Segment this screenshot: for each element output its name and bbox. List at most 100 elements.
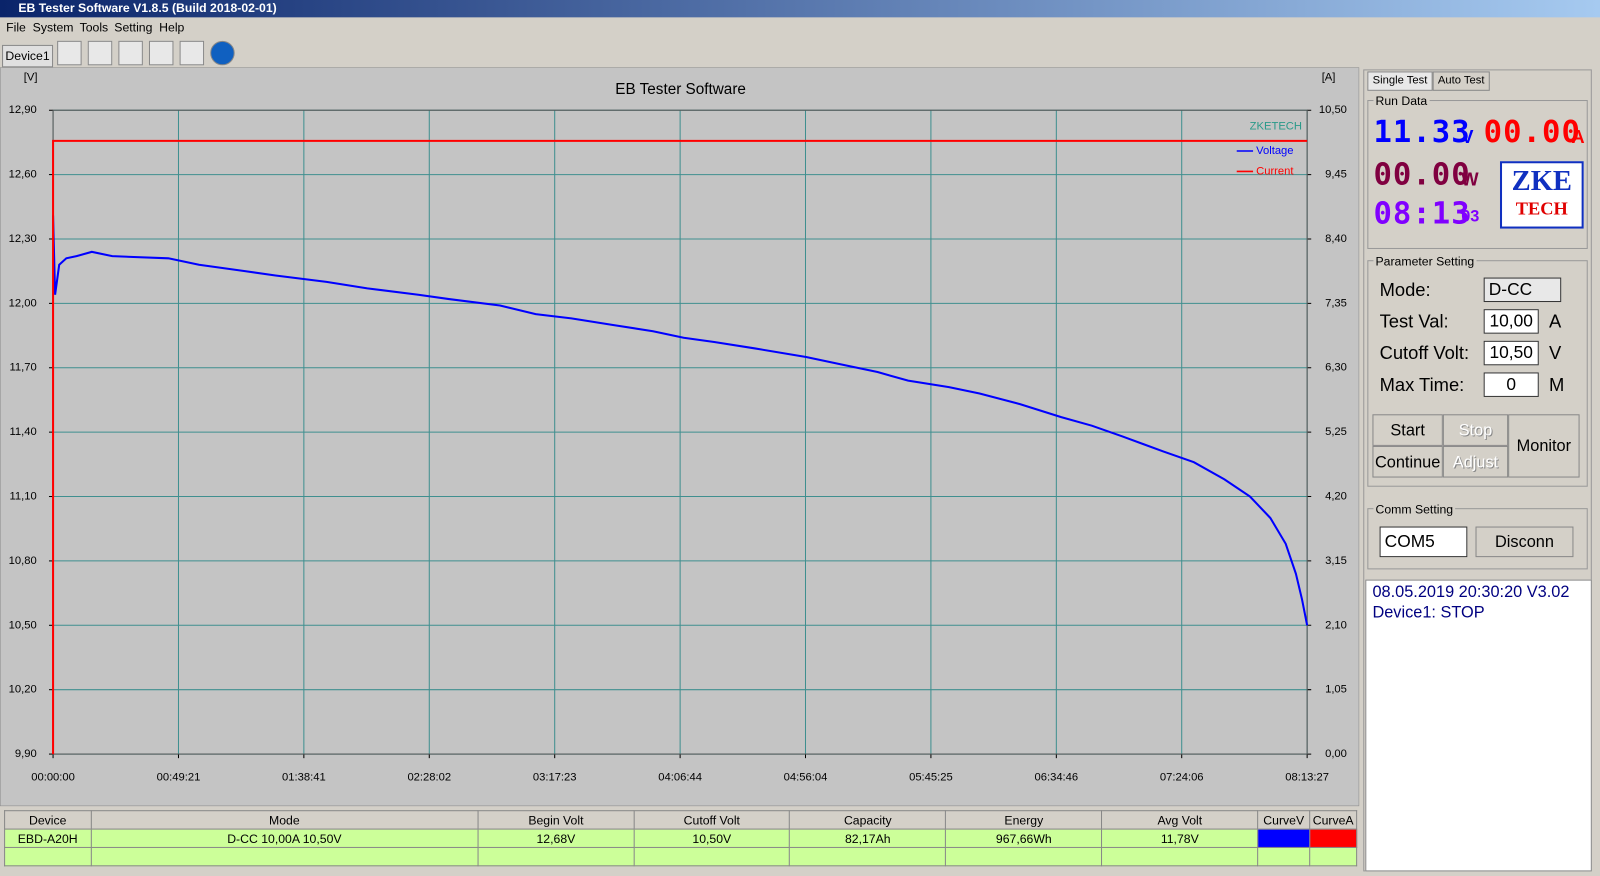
table-cell: 82,17Ah <box>789 828 947 848</box>
empty-cell <box>4 846 92 867</box>
y2-tick-label: 3,15 <box>1325 555 1347 567</box>
menu-item[interactable]: File <box>6 20 26 35</box>
device-tab[interactable]: Device1 <box>2 44 54 68</box>
group-title: Comm Setting <box>1373 502 1456 517</box>
table-cell: 967,66Wh <box>945 828 1103 848</box>
button[interactable]: Start <box>1372 414 1443 446</box>
group-box <box>1367 508 1588 570</box>
param-label: Test Val: <box>1379 311 1449 332</box>
menu-item[interactable]: System <box>32 20 74 35</box>
x-tick-label: 00:49:21 <box>157 772 201 784</box>
x-tick-label: 04:56:04 <box>784 772 828 784</box>
display-unit: A <box>1571 126 1585 147</box>
table-cell: EBD-A20H <box>4 828 92 848</box>
display-value: 11.33 <box>1373 114 1471 150</box>
x-tick-label: 04:06:44 <box>658 772 702 784</box>
empty-cell <box>945 846 1103 867</box>
display-value: 08:13 <box>1373 195 1471 232</box>
empty-cell <box>1257 846 1311 867</box>
table-header: Cutoff Volt <box>633 810 791 830</box>
tab[interactable]: Single Test <box>1367 71 1433 91</box>
y-tick-label: 10,50 <box>9 619 37 631</box>
y2-tick-label: 10,50 <box>1319 104 1347 116</box>
param-input[interactable]: 10,00 <box>1483 309 1539 334</box>
y2-tick-label: 8,40 <box>1325 233 1347 245</box>
display-unit: W <box>1461 169 1479 190</box>
empty-cell <box>633 846 791 867</box>
tools-icon[interactable] <box>148 40 174 66</box>
logo: ZKE TECH <box>1499 161 1584 229</box>
x-tick-label: 06:34:46 <box>1034 772 1078 784</box>
y2-tick-label: 2,10 <box>1325 619 1347 631</box>
table-cell: 10,50V <box>633 828 791 848</box>
x-tick-label: 05:45:25 <box>909 772 953 784</box>
result-table: Device Mode Begin Volt Cutoff Volt Capacity E… <box>4 810 1358 867</box>
logo-line: ZKE <box>1511 165 1572 197</box>
y2-tick-label: 7,35 <box>1325 297 1347 309</box>
x-tick-label: 01:38:41 <box>282 772 326 784</box>
param-input[interactable]: 0 <box>1483 372 1539 397</box>
group-box <box>1367 99 1588 249</box>
table-header: Mode <box>90 810 479 830</box>
menu-item[interactable]: Help <box>159 20 185 35</box>
chart-title: EB Tester Software <box>615 81 746 98</box>
tab[interactable]: Auto Test <box>1432 71 1490 91</box>
empty-cell <box>1309 846 1358 867</box>
y-tick-label: 12,30 <box>9 233 37 245</box>
y2-tick-label: 9,45 <box>1325 169 1347 181</box>
param-label: Max Time: <box>1379 374 1465 395</box>
menu-item[interactable]: Setting <box>114 20 153 35</box>
button[interactable]: Continue <box>1372 445 1443 478</box>
group-title: Run Data <box>1373 93 1430 109</box>
curve-color <box>1257 828 1311 848</box>
button[interactable]: Monitor <box>1508 414 1580 478</box>
button[interactable]: Stop <box>1442 414 1509 446</box>
chart-icon[interactable] <box>118 40 143 66</box>
save-icon[interactable] <box>87 40 113 66</box>
y2-axis-label: [A] <box>1322 72 1336 84</box>
table-cell: 12,68V <box>477 828 635 848</box>
param-input[interactable]: 10,50 <box>1483 340 1539 366</box>
button[interactable]: Adjust <box>1442 445 1509 478</box>
group-title: Parameter Setting <box>1373 254 1477 269</box>
chart-background <box>0 67 1360 807</box>
menu-item[interactable]: Tools <box>79 20 109 35</box>
display-value: 00.00 <box>1373 157 1471 193</box>
y-tick-label: 12,60 <box>9 169 37 181</box>
table-header: Device <box>4 810 92 830</box>
x-tick-label: 08:13:27 <box>1285 772 1329 784</box>
y2-tick-label: 0,00 <box>1325 748 1347 760</box>
x-tick-label: 03:17:23 <box>533 772 577 784</box>
y2-tick-label: 6,30 <box>1325 362 1347 374</box>
table-cell: 11,78V <box>1101 828 1259 848</box>
log-box <box>1365 579 1592 872</box>
watermark: ZKETECH <box>1250 120 1302 132</box>
port-select[interactable]: COM5 <box>1379 526 1468 558</box>
empty-cell <box>477 846 635 867</box>
y2-tick-label: 5,25 <box>1325 426 1347 438</box>
button[interactable]: Disconn <box>1475 526 1574 558</box>
empty-cell <box>789 846 947 867</box>
y-tick-label: 10,80 <box>9 555 37 567</box>
y2-tick-label: 1,05 <box>1325 684 1347 696</box>
zoom-icon[interactable] <box>179 40 205 66</box>
table-header: Energy <box>945 810 1103 830</box>
chart: EB Tester Software [V] [A] ZKETECH 9,90 1… <box>0 67 1360 807</box>
open-icon[interactable] <box>57 40 82 66</box>
info-icon[interactable] <box>210 40 235 66</box>
display-unit: 03 <box>1461 208 1480 226</box>
legend-label: Voltage <box>1256 145 1293 157</box>
x-tick-label: 02:28:02 <box>407 772 451 784</box>
log-line: 08.05.2019 20:30:20 V3.02 <box>1372 583 1570 602</box>
y-tick-label: 11,40 <box>9 426 36 438</box>
empty-cell <box>90 846 479 867</box>
series-line <box>52 139 1308 755</box>
param-input[interactable]: D-CC <box>1483 277 1562 303</box>
empty-cell <box>1101 846 1259 867</box>
y-tick-label: 12,00 <box>9 297 37 309</box>
table-header: CurveA <box>1309 810 1358 830</box>
legend-label: Current <box>1256 165 1294 177</box>
table-header: Avg Volt <box>1101 810 1259 830</box>
logo-line: TECH <box>1515 197 1568 219</box>
